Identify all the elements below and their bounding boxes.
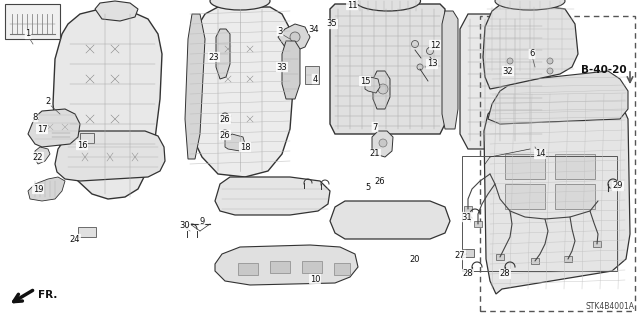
Text: 30: 30 [180,220,190,229]
Polygon shape [55,131,165,181]
Ellipse shape [355,0,420,11]
Text: 32: 32 [502,66,513,76]
Polygon shape [483,1,578,89]
Text: 20: 20 [410,255,420,263]
Polygon shape [282,41,300,99]
Polygon shape [330,4,445,134]
Text: 21: 21 [370,150,380,159]
Polygon shape [460,14,550,149]
Circle shape [547,58,553,64]
Text: 31: 31 [461,212,472,221]
Polygon shape [372,131,393,157]
Bar [305,66,319,84]
Text: 11: 11 [347,1,357,10]
Circle shape [412,41,419,48]
Polygon shape [185,14,205,159]
Text: 22: 22 [33,152,44,161]
Text: 26: 26 [220,130,230,139]
Text: 28: 28 [500,270,510,278]
Text: 15: 15 [360,77,371,85]
Polygon shape [53,9,162,199]
Text: 10: 10 [310,275,320,284]
Text: FR.: FR. [38,290,58,300]
Polygon shape [35,147,50,164]
Circle shape [507,68,513,74]
Polygon shape [373,71,390,109]
Text: 26: 26 [374,176,385,186]
Ellipse shape [210,0,270,10]
Text: 19: 19 [33,184,44,194]
Bar [78,227,96,237]
Text: 13: 13 [427,60,437,69]
Bar [5,4,60,39]
Text: B-40-20: B-40-20 [581,65,627,75]
Polygon shape [188,7,293,177]
Polygon shape [365,77,380,93]
Text: 18: 18 [240,143,250,152]
Text: 14: 14 [535,150,545,159]
Text: 12: 12 [429,41,440,49]
Text: 4: 4 [312,75,317,84]
Text: 35: 35 [326,19,337,28]
Text: 29: 29 [612,182,623,190]
Circle shape [547,68,553,74]
Polygon shape [215,177,330,215]
Text: 8: 8 [32,113,38,122]
Circle shape [379,139,387,147]
Bar [505,154,545,179]
Polygon shape [28,177,65,201]
Polygon shape [278,24,310,51]
Text: 26: 26 [220,115,230,123]
Bar [270,261,290,273]
Polygon shape [28,109,80,147]
Text: 16: 16 [77,140,87,150]
Bar [531,258,539,264]
Polygon shape [95,1,138,21]
Text: 17: 17 [36,124,47,133]
Polygon shape [442,11,458,129]
Bar [505,184,545,209]
Bar [238,263,258,275]
Polygon shape [330,201,450,239]
Text: 9: 9 [200,217,205,226]
Bar [496,254,504,260]
Circle shape [426,48,433,55]
Text: 27: 27 [454,250,465,259]
Bar [302,261,322,273]
Text: 34: 34 [308,25,319,33]
Text: 3: 3 [277,26,283,35]
Text: STK4B4001A: STK4B4001A [586,302,635,311]
Ellipse shape [495,0,565,10]
Bar [462,156,617,271]
Text: 7: 7 [372,122,378,131]
Polygon shape [484,91,630,294]
Polygon shape [225,134,245,151]
Bar [80,133,94,143]
Polygon shape [216,29,230,79]
Bar [50,127,72,141]
Text: 1: 1 [26,29,31,39]
Text: 2: 2 [45,97,51,106]
Text: 24: 24 [70,234,80,243]
Bar [462,249,474,257]
Polygon shape [215,245,358,285]
Bar [593,241,601,247]
Text: 5: 5 [365,182,371,191]
Bar [555,154,595,179]
Text: 23: 23 [209,53,220,62]
Circle shape [507,58,513,64]
Text: 6: 6 [529,49,534,58]
Text: 33: 33 [276,63,287,71]
Bar [555,184,595,209]
Text: 28: 28 [463,270,474,278]
Bar [464,206,472,212]
Circle shape [290,32,300,42]
Bar [334,263,350,275]
Bar [564,256,572,262]
Polygon shape [488,71,628,124]
Circle shape [417,64,423,70]
Bar [474,221,482,227]
Circle shape [378,84,388,94]
